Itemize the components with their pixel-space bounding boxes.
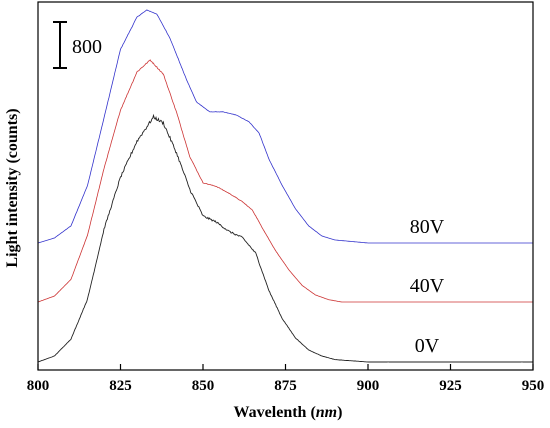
x-tick-label: 800 [27, 378, 50, 394]
x-tick-label: 950 [522, 378, 545, 394]
x-tick-label: 875 [274, 378, 297, 394]
x-axis: 800 825 850 875 900 925 950 [27, 364, 545, 394]
series-line-80v [37, 9, 533, 244]
scale-bar: 800 [53, 21, 102, 69]
scale-bar-label: 800 [72, 36, 102, 58]
x-axis-title: Wavelenth (nm) [234, 404, 343, 421]
series-label-40v: 40V [410, 275, 445, 297]
x-tick-label: 850 [192, 378, 215, 394]
series-label-0v: 0V [415, 335, 440, 357]
plot-area [37, 9, 534, 363]
series-label-80v: 80V [410, 216, 445, 238]
series-line-40v [37, 59, 533, 303]
series-labels: 80V 40V 0V [410, 216, 445, 357]
x-tick-label: 825 [109, 378, 132, 394]
plot-frame [37, 1, 534, 371]
y-axis-title: Light intensity (counts) [4, 108, 21, 267]
series-line-0v [37, 113, 534, 363]
x-tick-label: 925 [439, 378, 462, 394]
x-tick-label: 900 [357, 378, 380, 394]
